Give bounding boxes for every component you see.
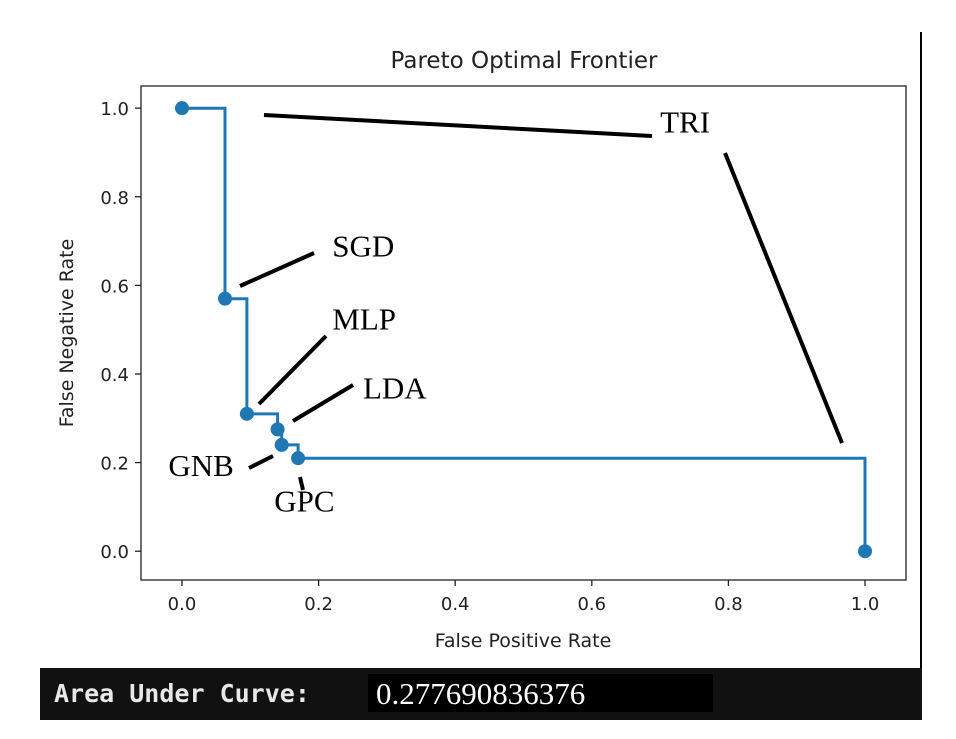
y-tick-label: 0.8 [100,188,129,209]
x-tick-label: 1.0 [851,594,880,615]
plot-area [140,85,907,581]
data-point [218,291,233,306]
y-tick-label: 0.0 [100,542,129,563]
chart-title: Pareto Optimal Frontier [391,48,658,74]
data-point [858,544,873,559]
tri-leader-2 [723,152,844,444]
mlp-leader [257,334,328,406]
auc-value: 0.277690836376 [376,676,586,711]
x-tick-label: 0.8 [714,594,743,615]
y-tick-label: 0.4 [100,365,129,386]
x-tick-label: 0.6 [577,594,606,615]
tri-leader-1 [263,113,653,138]
annotation-sgd: SGD [332,229,394,264]
data-point [274,437,289,452]
x-tick-label: 0.4 [441,594,470,615]
axis-ticks: 0.0 0.2 0.4 0.6 0.8 1.0 0.0 0.2 0.4 0.6 0.8 1.0 [100,99,879,615]
data-point [270,422,285,437]
status-bar: Area Under Curve: 0.277690836376 [40,668,922,720]
data-point [239,406,254,421]
annotation-gnb: GNB [168,448,233,483]
sgd-leader [239,251,315,288]
auc-label: Area Under Curve: [54,679,310,708]
window-border [920,32,922,720]
y-tick-label: 0.2 [100,454,129,475]
x-tick-label: 0.0 [168,594,197,615]
x-axis-label: False Positive Rate [435,630,612,652]
annotation-leaders [239,113,844,491]
gpc-leader [298,476,305,491]
annotation-tri: TRI [660,105,710,140]
pareto-series [174,101,873,559]
annotation-gpc: GPC [274,483,334,518]
y-tick-label: 1.0 [100,99,129,120]
y-tick-label: 0.6 [100,276,129,297]
annotation-mlp: MLP [332,302,396,337]
auc-value-box: 0.277690836376 [368,674,713,712]
annotations: TRI SGD MLP LDA GNB GPC [168,105,710,519]
gnb-leader [248,454,274,470]
x-tick-label: 0.2 [304,594,333,615]
y-axis-label: False Negative Rate [56,239,78,428]
data-point [291,451,306,466]
data-point [174,101,189,116]
lda-leader [291,383,355,423]
annotation-lda: LDA [363,370,427,405]
